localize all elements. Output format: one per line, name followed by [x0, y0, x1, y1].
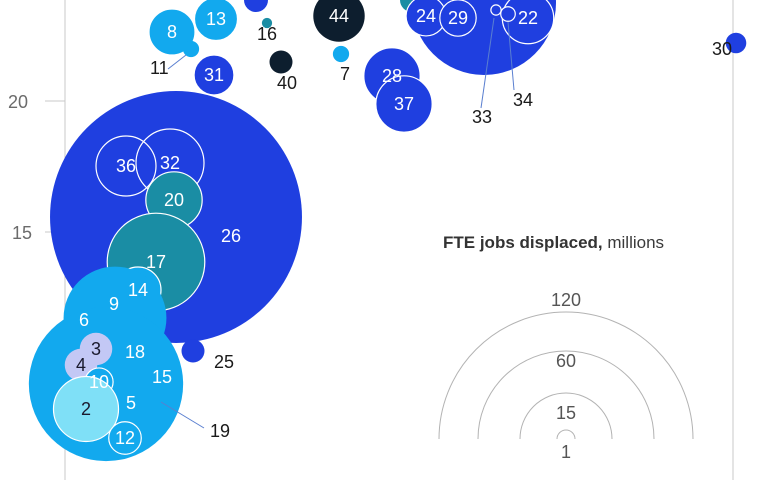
bubble-label-44: 44	[329, 6, 349, 26]
bubble-label-36: 36	[116, 156, 136, 176]
bubble-label-24: 24	[416, 6, 436, 26]
bubble-label-20: 20	[164, 190, 184, 210]
bubble-top-partial-1	[244, 0, 268, 12]
leader-lines-layer	[160, 17, 515, 429]
legend-arcs: 120 60 15 1	[438, 290, 694, 462]
bubble-label-10: 10	[89, 372, 109, 392]
legend-label-15: 15	[556, 403, 576, 423]
bubble-7	[332, 45, 350, 63]
bubble-label-28: 28	[382, 66, 402, 86]
bubble-label-18: 18	[125, 342, 145, 362]
legend-arc-15	[519, 392, 613, 440]
bubble-label-33: 33	[472, 107, 492, 127]
bubble-label-12: 12	[115, 428, 135, 448]
legend-arc-120	[438, 311, 694, 440]
bubble-label-8: 8	[167, 22, 177, 42]
bubble-label-13: 13	[206, 9, 226, 29]
bubble-label-2: 2	[81, 399, 91, 419]
legend-label-1: 1	[561, 442, 571, 462]
leader-line-34	[507, 21, 515, 91]
bubble-label-40: 40	[277, 73, 297, 93]
leader-line-19	[160, 401, 205, 429]
legend-label-60: 60	[556, 351, 576, 371]
bubble-36	[95, 135, 157, 197]
bubble-40	[269, 50, 293, 74]
bubble-13	[193, 0, 239, 42]
bubble-34	[500, 6, 516, 22]
bubble-label-5: 5	[126, 393, 136, 413]
legend-arc-1	[556, 429, 576, 440]
bubble-label-4: 4	[76, 355, 86, 375]
bubble-label-3: 3	[91, 339, 101, 359]
leader-line-33	[480, 17, 495, 109]
legend-title: FTE jobs displaced, millions	[443, 233, 664, 252]
bubble-16	[261, 17, 273, 29]
bubble-label-15: 15	[152, 367, 172, 387]
bubble-25	[181, 339, 205, 363]
bubble-label-30: 30	[712, 39, 732, 59]
bubble-label-37: 37	[394, 94, 414, 114]
bubble-label-29: 29	[448, 8, 468, 28]
bubble-label-25: 25	[214, 352, 234, 372]
bubble-label-32: 32	[160, 153, 180, 173]
bubble-31	[193, 54, 235, 96]
bubble-label-16: 16	[257, 24, 277, 44]
bubble-label-34: 34	[513, 90, 533, 110]
bubble-label-6: 6	[79, 310, 89, 330]
legend-label-120: 120	[551, 290, 581, 310]
bubble-label-31: 31	[204, 65, 224, 85]
bubble-29	[439, 0, 477, 37]
bubble-label-19: 19	[210, 421, 230, 441]
bubble-44	[313, 0, 365, 42]
bubble-label-22: 22	[518, 8, 538, 28]
legend-title-bold: FTE jobs displaced,	[443, 233, 603, 252]
bubble-37	[375, 75, 433, 133]
legend-title-rest: millions	[603, 233, 664, 252]
leader-line-11	[167, 54, 187, 70]
bubble-label-26: 26	[221, 226, 241, 246]
bubble-11	[182, 40, 200, 58]
bubble-label-14: 14	[128, 280, 148, 300]
bubble-30	[725, 32, 747, 54]
bubble-label-9: 9	[109, 294, 119, 314]
bubble-label-17: 17	[146, 252, 166, 272]
y-tick-label-15: 15	[12, 223, 32, 243]
bubble-2	[52, 375, 120, 443]
size-legend: FTE jobs displaced, millions 120 60 15 1	[438, 233, 694, 462]
legend-arc-60	[477, 350, 655, 440]
y-tick-label-20: 20	[8, 92, 28, 112]
bubble-label-11: 11	[150, 58, 169, 78]
bubble-label-7: 7	[340, 64, 350, 84]
bubble-12	[108, 421, 142, 455]
bubble-8	[148, 8, 196, 56]
bubble-33	[490, 4, 502, 16]
